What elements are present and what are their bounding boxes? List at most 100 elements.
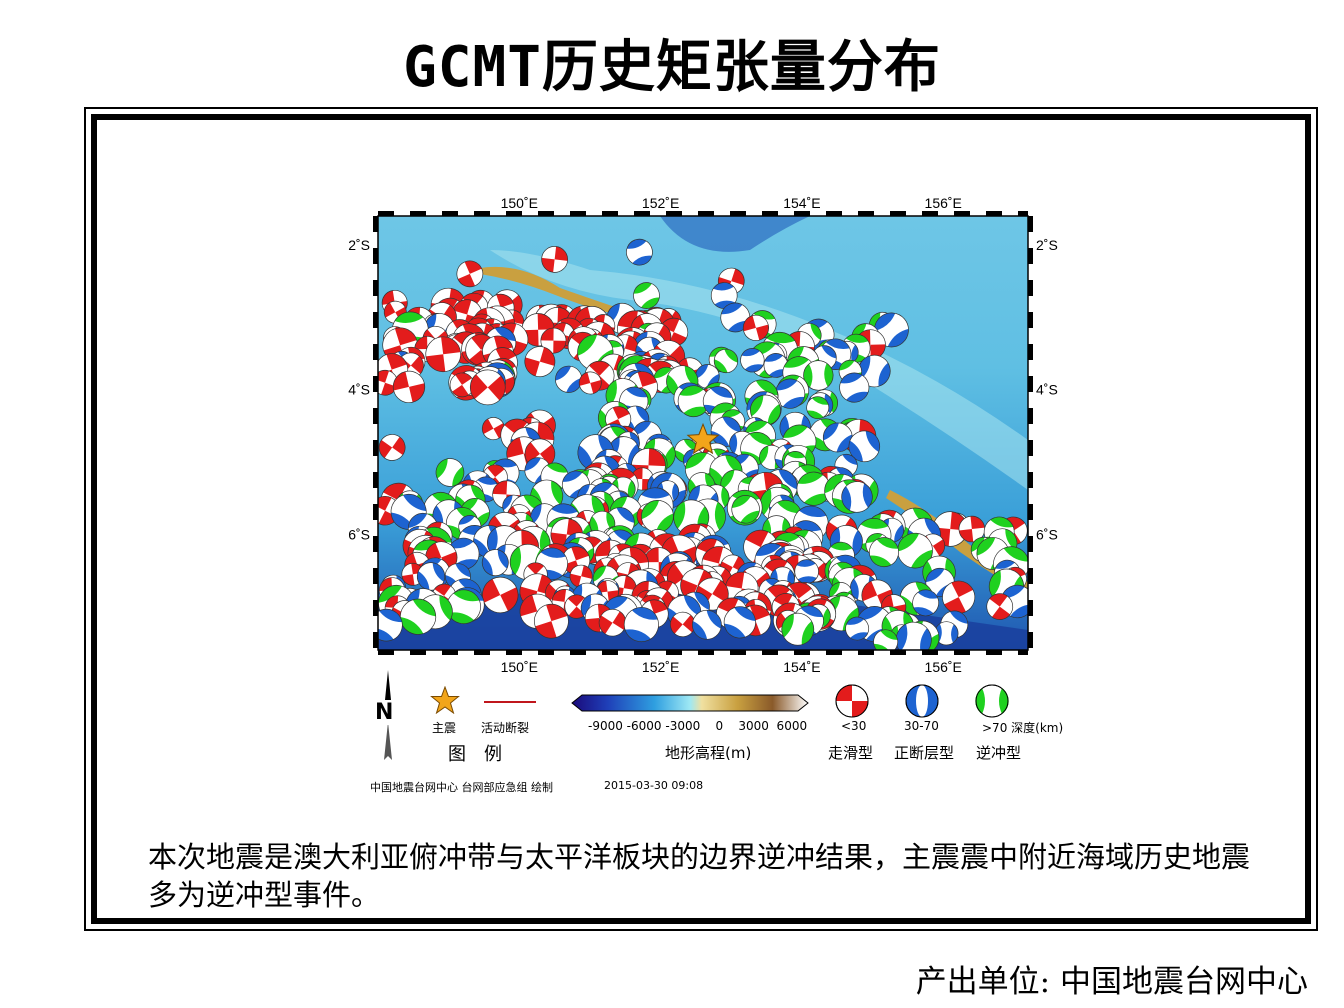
lat-labels-left: 2˚S 4˚S 6˚S [348,237,370,542]
beachball-normal [720,302,751,333]
frame-tick [698,650,714,655]
frame-tick [474,211,490,216]
mainshock-star [686,422,720,455]
focal-mechanism-layer [378,238,1028,650]
frame-tick [1028,248,1033,264]
beachball-normal [774,378,806,409]
lon-label: 156˚E [925,195,962,211]
frame-tick [538,650,554,655]
beachball-normal [723,606,756,639]
frame-tick [474,650,490,655]
seismicity-map: 150˚E 152˚E 154˚E 156˚E 150˚E 152˚E 154˚… [348,195,1058,675]
frame-tick [922,211,938,216]
frame-tick [1028,504,1033,520]
depth-label-1: <30 [841,719,867,733]
legend-fault-label: 活动断裂 [481,721,530,735]
beachball-normal [623,607,659,643]
beachball-strike [541,246,568,273]
beachball-thrust [873,629,899,650]
colorbar-ticks: -9000 -6000 -3000 0 3000 6000 [588,719,808,733]
frame-tick [442,650,458,655]
beachball-strike [456,260,484,288]
frame-tick [506,650,522,655]
frame-tick [410,211,426,216]
frame-tick [1028,408,1033,424]
frame-tick [762,211,778,216]
thrust-beachball-icon [975,684,1009,718]
lat-label: 4˚S [1036,382,1058,398]
beachball-normal [481,549,509,577]
beachball-strike [534,603,569,639]
north-label: N [375,700,394,725]
type-label-1: 走滑型 [828,744,874,762]
frame-tick [1018,650,1028,655]
frame-tick [373,408,378,424]
beachball-thrust [806,396,830,420]
beachball-normal [845,616,870,641]
beachball-strike [449,372,475,398]
frame-tick [890,211,906,216]
frame-tick [730,211,746,216]
frame-tick [442,211,458,216]
frame-tick [698,211,714,216]
beachball-thrust [633,282,660,309]
frame-tick [410,650,426,655]
frame-tick [1028,280,1033,296]
lon-label: 152˚E [642,659,679,675]
frame-tick [373,344,378,360]
fault-line-icon [484,701,536,703]
beachball-strike [378,434,406,461]
beachball-strike [942,580,976,614]
frame-tick [858,650,874,655]
frame-tick [1028,376,1033,392]
beachball-normal [912,589,940,617]
frame-tick [634,211,650,216]
frame-tick [1028,312,1033,328]
beachball-strike [392,370,426,403]
frame-tick [986,211,1002,216]
frame-tick [890,650,906,655]
beachball-strike [578,371,602,395]
frame-tick [762,650,778,655]
frame-tick [1028,600,1033,616]
frame-tick [954,650,970,655]
beachball-strike [425,336,462,373]
frame-tick [1028,568,1033,584]
elevation-colorbar [571,694,809,712]
lat-label: 4˚S [348,382,370,398]
frame-tick [1028,440,1033,456]
beachball-thrust [713,348,739,374]
lon-label: 150˚E [501,195,538,211]
beachball-strike [986,593,1014,620]
beachball-normal [848,430,881,463]
frame-tick [373,312,378,328]
frame-tick [794,211,810,216]
beachball-thrust [803,360,834,391]
frame-tick [373,280,378,296]
lon-label: 150˚E [501,659,538,675]
lat-label: 6˚S [348,526,370,542]
beachball-normal [740,348,765,373]
depth-label-2: 30-70 [904,719,939,733]
beachball-strike [742,314,769,341]
frame-tick [794,650,810,655]
lat-label: 2˚S [1036,237,1058,253]
lon-label: 152˚E [642,195,679,211]
frame-tick [602,650,618,655]
frame-tick [506,211,522,216]
frame-tick [373,632,378,648]
figure-outer-frame [84,107,1318,931]
lon-label: 154˚E [783,659,820,675]
legend-mainshock-label: 主震 [432,721,457,735]
map-maker: 中国地震台网中心 台网部应急组 绘制 [370,781,553,794]
frame-tick [730,650,746,655]
frame-tick [1028,536,1033,552]
map-date: 2015-03-30 09:08 [604,779,704,792]
lat-label: 6˚S [1036,526,1058,542]
beachball-strike [524,346,556,378]
beachball-normal [555,365,583,393]
beachball-thrust [677,385,710,418]
frame-tick [666,650,682,655]
beachball-strike [670,611,696,638]
caption-text: 本次地震是澳大利亚俯冲带与太平洋板块的边界逆冲结果，主震震中附近海域历史地震多为… [148,840,1251,912]
